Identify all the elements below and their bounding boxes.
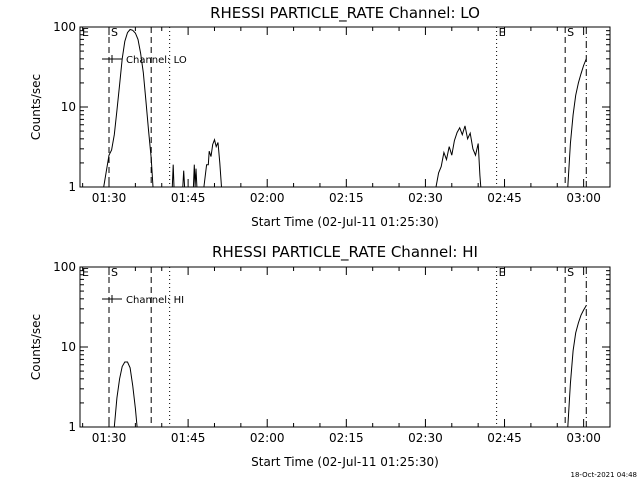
chart-1-x-tick-label: 02:15 <box>329 431 364 445</box>
chart-1-series-0-segment-1 <box>567 305 587 428</box>
chart-0-x-axis-label: Start Time (02-Jul-11 01:25:30) <box>251 215 439 229</box>
chart-0-series-0-segment-4 <box>203 138 222 188</box>
chart-1-y-axis-label: Counts/sec <box>29 314 43 380</box>
chart-1-x-tick-label: 03:00 <box>566 431 601 445</box>
chart-0-x-tick-label: 02:30 <box>408 191 443 205</box>
chart-0-plot-frame <box>79 26 611 188</box>
chart-1-x-tick-label: 02:00 <box>250 431 285 445</box>
chart-1-y-tick-label: 1 <box>68 420 76 434</box>
chart-1-x-tick-label: 01:45 <box>171 431 206 445</box>
chart-0-series-0-segment-3 <box>192 164 198 188</box>
chart-0-y-tick-label: 100 <box>53 20 76 34</box>
chart-0-event-label: S <box>567 26 574 39</box>
chart-0-series-0-segment-6 <box>567 58 587 188</box>
chart-0-y-tick-label: 1 <box>68 180 76 194</box>
chart-0: RHESSI PARTICLE_RATE Channel: LO 01:30 01:… <box>29 4 611 229</box>
chart-1-event-label: S <box>111 266 118 279</box>
chart-0-edge-marker: E <box>82 26 89 39</box>
chart-0-x-tick-label: 02:00 <box>250 191 285 205</box>
chart-1-x-tick-label: 02:45 <box>487 431 522 445</box>
chart-0-y-tick-label: 10 <box>61 100 76 114</box>
chart-0-x-tick-label: 01:30 <box>92 191 127 205</box>
chart-1-y-tick-label: 10 <box>61 340 76 354</box>
chart-1-edge-marker: E <box>82 266 89 279</box>
chart-0-title: RHESSI PARTICLE_RATE Channel: LO <box>210 4 480 23</box>
chart-1-x-tick-label: 02:30 <box>408 431 443 445</box>
chart-1-y-tick-label: 100 <box>53 260 76 274</box>
chart-1-event-label: E <box>499 266 506 279</box>
chart-1-event-label: S <box>567 266 574 279</box>
chart-1-title: RHESSI PARTICLE_RATE Channel: HI <box>212 243 478 262</box>
chart-0-event-label: E <box>499 26 506 39</box>
chart-0-y-axis-label: Counts/sec <box>29 74 43 140</box>
chart-0-series-0-segment-0 <box>103 28 154 188</box>
chart-1-x-axis-label: Start Time (02-Jul-11 01:25:30) <box>251 455 439 469</box>
chart-0-x-tick-label: 02:15 <box>329 191 364 205</box>
chart-0-series-0-segment-5 <box>435 125 482 188</box>
chart-0-x-tick-label: 01:45 <box>171 191 206 205</box>
chart-1-plot-frame <box>79 266 611 428</box>
chart-0-x-tick-label: 02:45 <box>487 191 522 205</box>
chart-0-series-0-segment-1 <box>171 164 175 188</box>
chart-0-series-0-segment-2 <box>182 170 186 188</box>
chart-1: RHESSI PARTICLE_RATE Channel: HI 01:30 01:… <box>29 243 611 469</box>
chart-1-series-0-segment-0 <box>113 361 138 428</box>
chart-0-event-label: S <box>111 26 118 39</box>
chart-1-x-tick-label: 01:30 <box>92 431 127 445</box>
chart-0-legend-label: Channel: LO <box>126 55 187 66</box>
chart-1-legend-label: Channel: HI <box>126 295 184 306</box>
chart-0-x-tick-label: 03:00 <box>566 191 601 205</box>
